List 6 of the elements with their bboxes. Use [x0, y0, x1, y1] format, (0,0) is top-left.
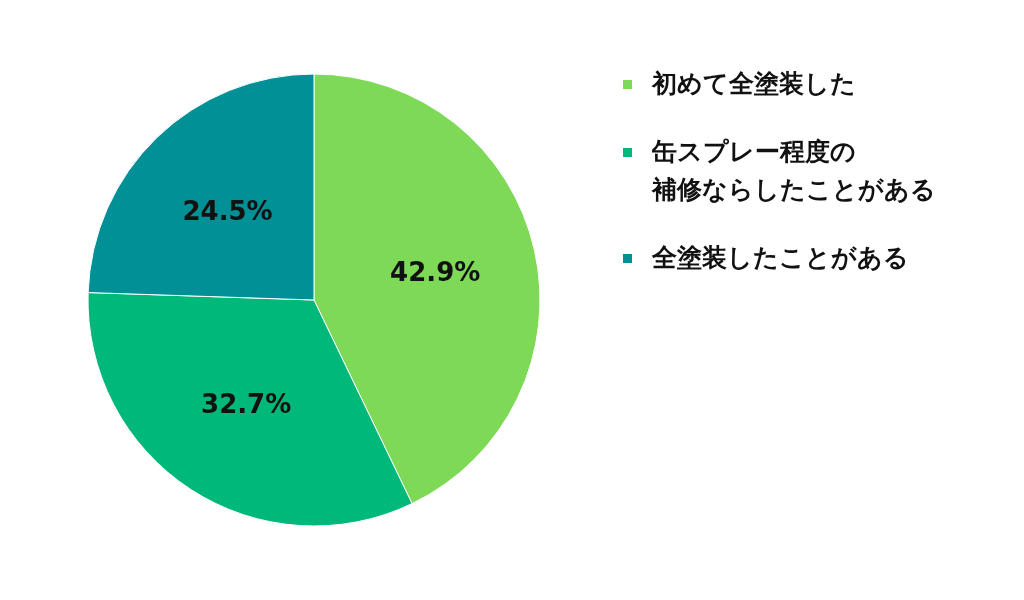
data-label: 24.5%: [182, 195, 273, 226]
legend-label: 缶スプレー程度の補修ならしたことがある: [651, 137, 936, 204]
data-label: 42.9%: [390, 257, 481, 288]
legend-label: 全塗装したことがある: [651, 243, 909, 272]
legend-label: 初めて全塗装した: [651, 69, 856, 98]
data-label: 32.7%: [201, 389, 292, 420]
